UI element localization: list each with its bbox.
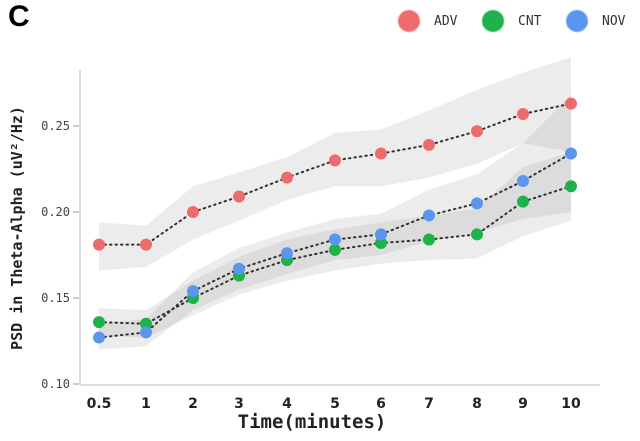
x-axis-label: Time(minutes) bbox=[238, 411, 387, 433]
point-adv bbox=[281, 171, 293, 184]
x-tick-label: 4 bbox=[282, 396, 292, 412]
x-tick-label: 2 bbox=[188, 396, 198, 412]
point-cnt bbox=[93, 316, 105, 329]
x-tick-label: 9 bbox=[518, 396, 528, 412]
point-adv bbox=[423, 138, 435, 151]
y-axis-label: PSD in Theta-Alpha (uV²/Hz) bbox=[8, 106, 26, 350]
point-cnt bbox=[423, 233, 435, 246]
legend-nov-label: NOV bbox=[602, 13, 626, 29]
x-tick-label: 7 bbox=[424, 396, 434, 412]
point-cnt bbox=[140, 317, 152, 330]
x-tick-label: 8 bbox=[472, 396, 482, 412]
point-nov bbox=[517, 175, 529, 188]
point-adv bbox=[140, 238, 152, 251]
x-tick-label: 1 bbox=[141, 396, 151, 412]
point-cnt bbox=[329, 243, 341, 256]
point-nov bbox=[140, 326, 152, 339]
legend-nov: NOV bbox=[566, 10, 625, 32]
legend-cnt-marker bbox=[482, 10, 504, 32]
point-nov bbox=[187, 285, 199, 298]
legend-adv-label: ADV bbox=[434, 13, 458, 29]
legend-adv: ADV bbox=[398, 10, 457, 32]
x-tick-label: 6 bbox=[376, 396, 386, 412]
x-tick-label: 10 bbox=[561, 396, 581, 412]
point-adv bbox=[93, 238, 105, 251]
point-nov bbox=[329, 233, 341, 246]
point-adv bbox=[329, 154, 341, 167]
point-nov bbox=[281, 247, 293, 260]
point-cnt bbox=[565, 180, 577, 193]
line-cnt bbox=[98, 185, 572, 325]
point-nov bbox=[93, 331, 105, 344]
legend-nov-marker bbox=[566, 10, 588, 32]
legend-cnt-label: CNT bbox=[518, 13, 542, 29]
point-nov bbox=[423, 209, 435, 222]
point-nov bbox=[233, 262, 245, 275]
point-adv bbox=[375, 147, 387, 160]
point-adv bbox=[565, 97, 577, 110]
point-cnt bbox=[471, 228, 483, 241]
x-tick-label: 5 bbox=[330, 396, 340, 412]
point-adv bbox=[233, 190, 245, 203]
legend-adv-marker bbox=[398, 10, 420, 32]
legend-cnt: CNT bbox=[482, 10, 541, 32]
point-nov bbox=[471, 197, 483, 210]
panel-label: C bbox=[8, 0, 30, 33]
point-adv bbox=[187, 206, 199, 218]
x-tick-label: 3 bbox=[234, 396, 244, 412]
y-tick-label: 0.15 bbox=[41, 291, 70, 305]
point-adv bbox=[471, 125, 483, 138]
y-tick-label: 0.10 bbox=[41, 377, 70, 391]
point-adv bbox=[517, 107, 529, 120]
x-tick-label: 0.5 bbox=[87, 396, 112, 412]
point-cnt bbox=[375, 236, 387, 249]
point-cnt bbox=[517, 195, 529, 208]
line-nov bbox=[98, 152, 572, 339]
point-nov bbox=[565, 147, 577, 160]
y-tick-label: 0.20 bbox=[41, 205, 70, 219]
point-nov bbox=[375, 228, 387, 241]
y-tick-label: 0.25 bbox=[41, 119, 70, 133]
